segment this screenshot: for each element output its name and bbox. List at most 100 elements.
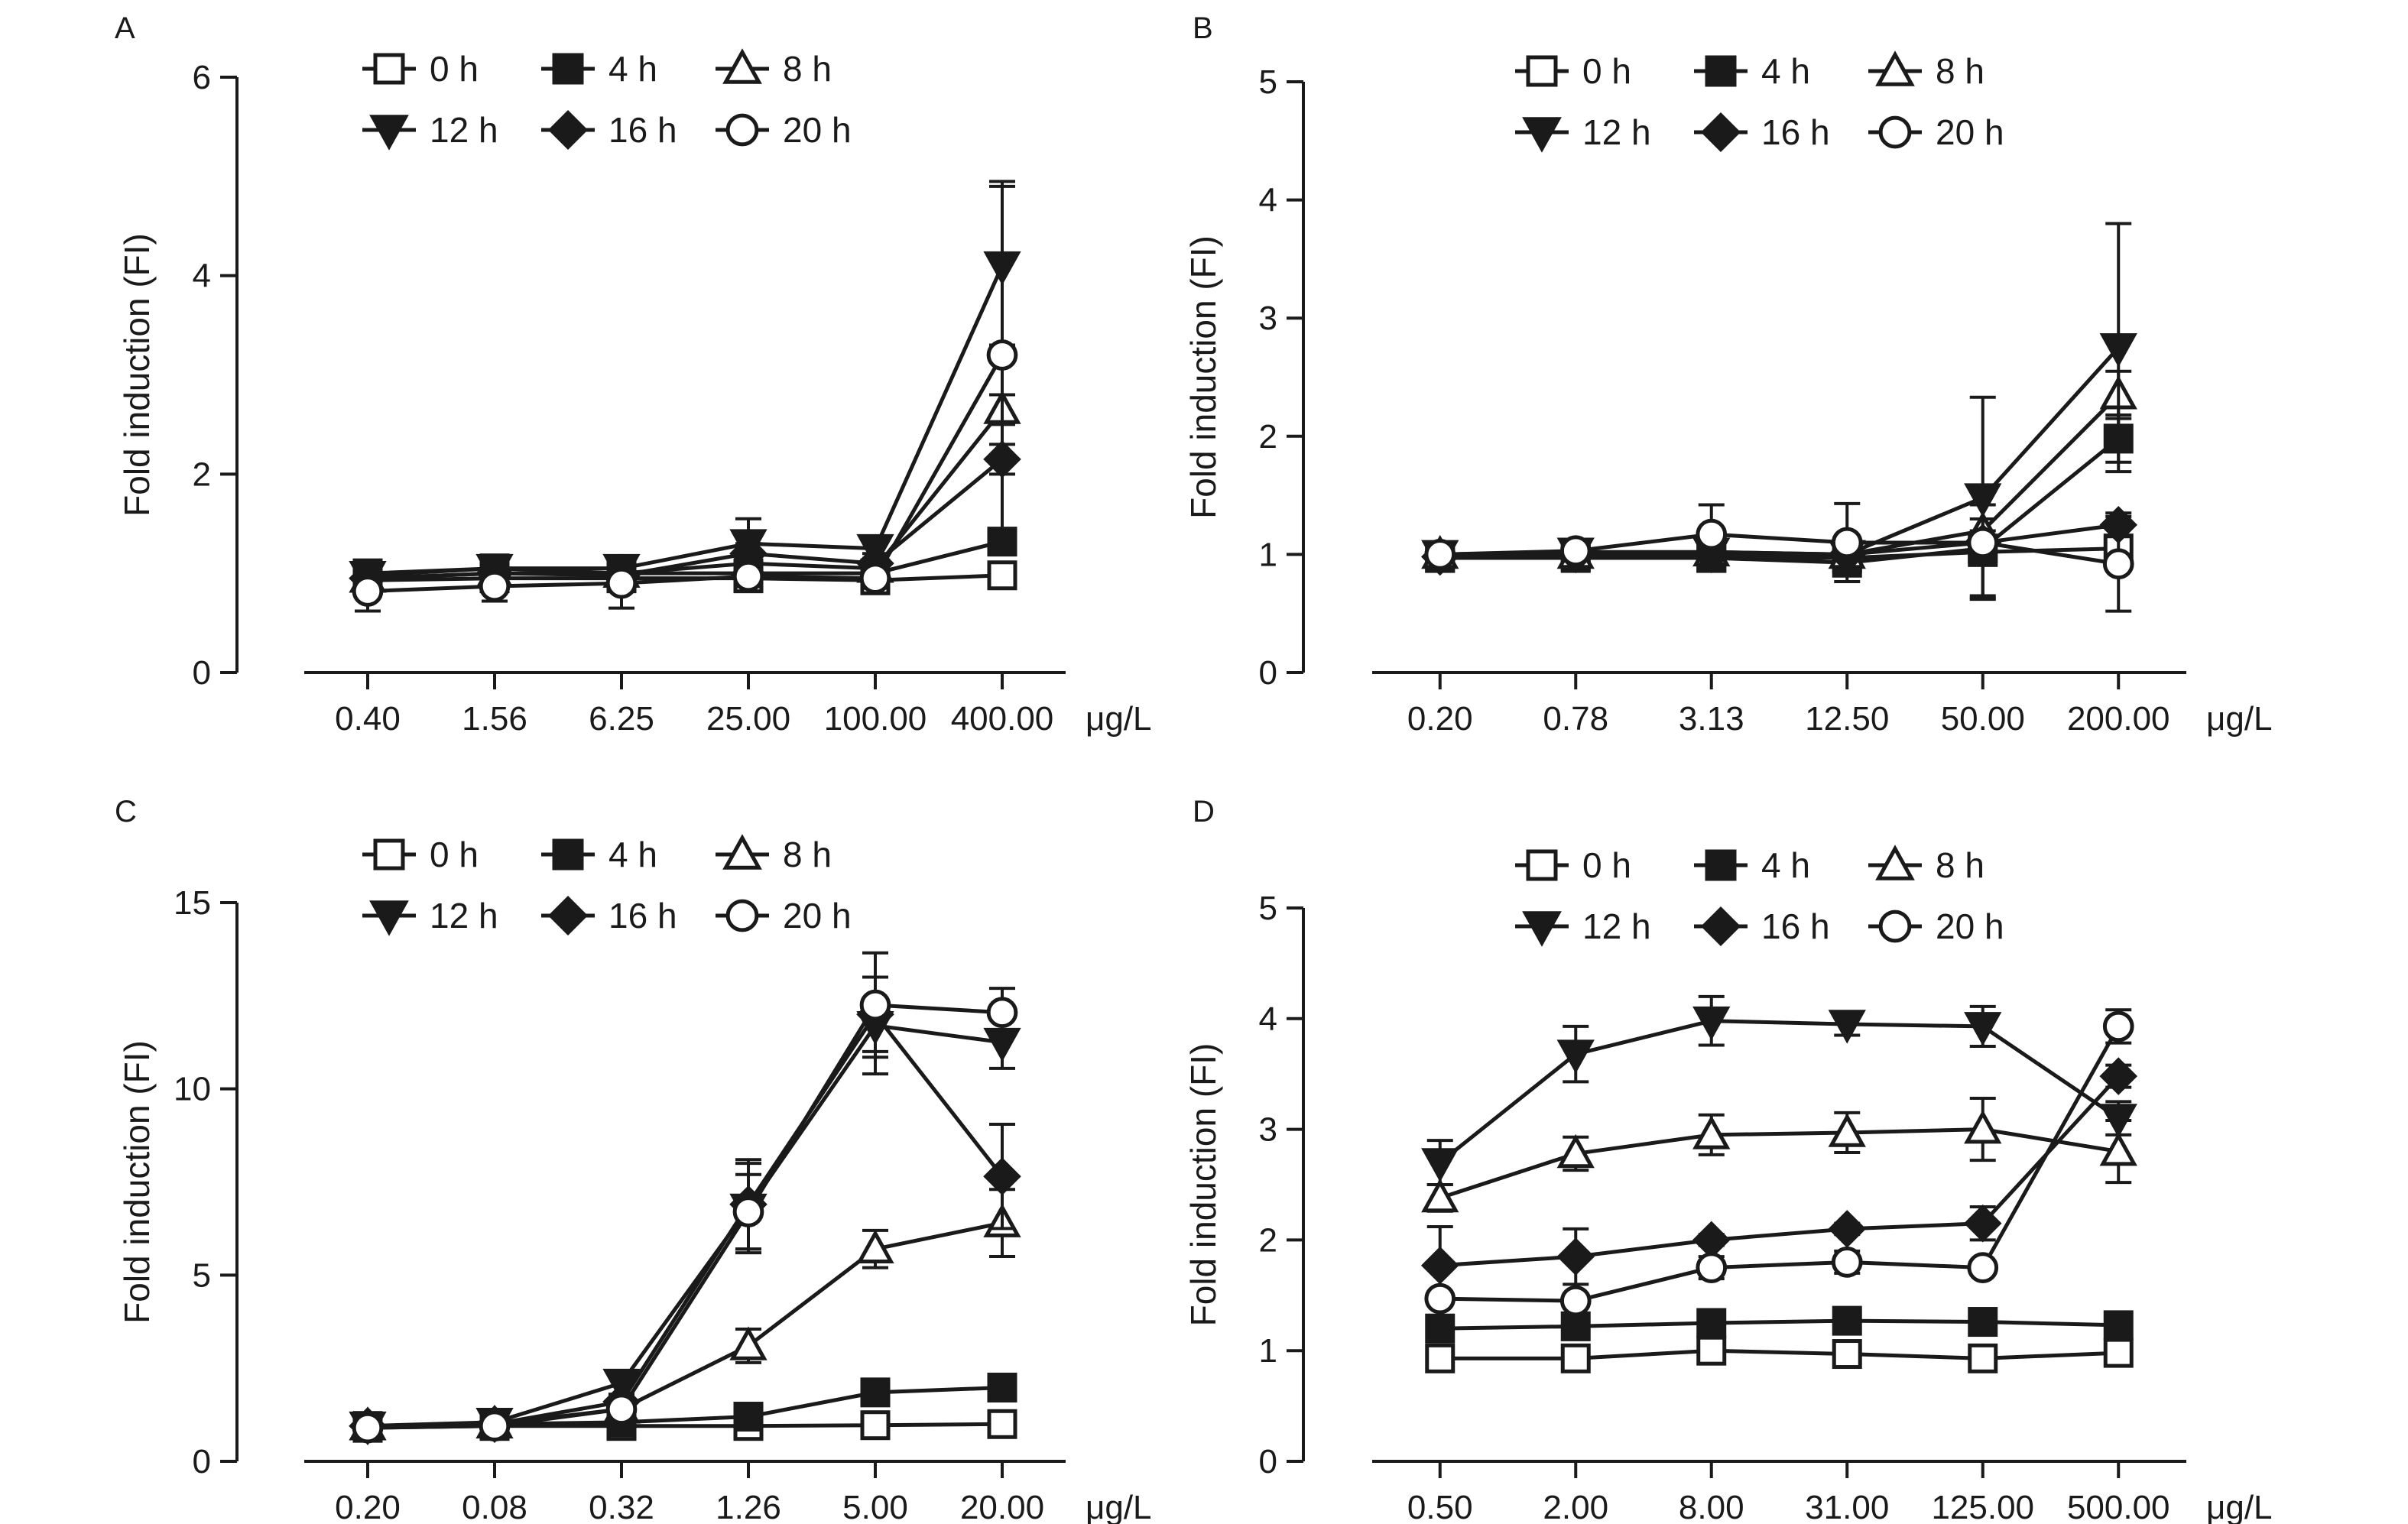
- data-point: [1968, 1307, 1998, 1338]
- series-line: [367, 1386, 1003, 1428]
- y-tick-label: 2: [1259, 418, 1277, 456]
- legend-item: 4 h: [541, 835, 657, 874]
- data-point: [1421, 1178, 1459, 1213]
- x-tick-label: 100.00: [824, 700, 927, 738]
- legend-marker: [369, 900, 409, 936]
- legend-item: 16 h: [541, 109, 677, 151]
- legend-label: 8 h: [1936, 845, 1984, 885]
- series-8h: [1421, 1097, 2137, 1213]
- legend-item: 20 h: [716, 110, 852, 150]
- x-tick-label: 400.00: [951, 700, 1054, 738]
- data-point: [1559, 1285, 1592, 1317]
- chart-panel-c: C 0 5 10 15 Fold induction (FI) 0.20 0.08 0.32 1.…: [115, 795, 1152, 1524]
- series-12h: [349, 975, 1021, 1446]
- series-12h: [1421, 222, 2137, 600]
- legend-marker: [373, 838, 405, 871]
- series-line: [1439, 393, 2121, 556]
- legend-marker: [1705, 849, 1737, 881]
- legend-item: 8 h: [716, 48, 832, 89]
- series-line: [367, 457, 1004, 581]
- data-point: [479, 1410, 511, 1442]
- legend-item: 16 h: [1694, 112, 1830, 153]
- chart-panel-a: A 0 2 4 6 Fold induction (FI) 0.40 1.56 6.25 25.0…: [115, 11, 1152, 738]
- legend-item: 20 h: [1868, 112, 2004, 152]
- series-20h: [1424, 1008, 2134, 1317]
- data-point: [1560, 1343, 1591, 1373]
- legend-marker: [1878, 910, 1912, 943]
- data-point: [2099, 1057, 2138, 1095]
- series-line: [367, 354, 1004, 594]
- x-tick-label: 12.50: [1805, 700, 1889, 738]
- legend-label: 16 h: [1761, 906, 1830, 946]
- legend-marker: [1526, 849, 1558, 881]
- legend-marker: [722, 834, 762, 870]
- series-line: [1439, 1019, 2120, 1164]
- legend-label: 4 h: [1761, 51, 1810, 91]
- x-tick-label: 25.00: [706, 700, 790, 738]
- data-point: [1424, 1282, 1456, 1315]
- series-12h: [1421, 994, 2137, 1186]
- legend-marker: [1522, 117, 1562, 153]
- x-tick-label: 1.26: [716, 1489, 781, 1524]
- data-point: [2099, 1132, 2137, 1166]
- data-point: [1964, 1012, 2002, 1046]
- y-tick-label: 5: [1259, 890, 1277, 927]
- data-point: [2099, 1104, 2137, 1138]
- data-point: [479, 570, 511, 602]
- chart-panel-b: B 0 1 2 3 4 5 Fold induction (FI) 0.20 0.78 3.13 12…: [1183, 11, 2273, 738]
- legend-label: 12 h: [430, 110, 498, 150]
- series-line: [367, 1023, 1003, 1428]
- data-point: [1831, 1247, 1863, 1278]
- legend-label: 8 h: [1936, 51, 1984, 91]
- legend-item: 0 h: [1515, 51, 1631, 91]
- x-tick-label: 0.20: [1407, 700, 1473, 738]
- y-tick-label: 6: [193, 59, 211, 96]
- legend-marker: [1875, 845, 1915, 880]
- data-point: [1696, 1252, 1728, 1283]
- legend-label: 0 h: [1582, 845, 1631, 885]
- legend-item: 12 h: [1515, 906, 1651, 947]
- series-line: [1439, 1025, 2121, 1303]
- legend-label: 0 h: [430, 835, 479, 874]
- data-point: [1963, 1204, 2002, 1243]
- y-tick-label: 0: [1259, 1443, 1277, 1480]
- x-tick-label: 5.00: [842, 1489, 908, 1524]
- legend-label: 4 h: [608, 49, 657, 89]
- data-point: [987, 1373, 1017, 1403]
- legend-marker: [1522, 911, 1562, 947]
- data-point: [1696, 1308, 1727, 1338]
- legend-item: 8 h: [716, 834, 832, 874]
- x-tick-label: 200.00: [2067, 700, 2170, 738]
- data-point: [987, 560, 1017, 591]
- data-point: [1556, 1133, 1595, 1169]
- legend-marker: [552, 53, 584, 85]
- data-point: [1968, 1343, 1998, 1373]
- legend-item: 4 h: [1694, 51, 1810, 91]
- legend: 0 h 4 h 8 h 12 h 16 h 20 h: [1515, 845, 2004, 947]
- data-point: [2103, 1338, 2134, 1368]
- x-tick-label: 50.00: [1941, 700, 2025, 738]
- legend-label: 8 h: [783, 835, 832, 874]
- series-4h: [352, 1373, 1017, 1441]
- legend-item: 12 h: [362, 896, 498, 936]
- series-line: [1439, 1127, 2119, 1200]
- data-point: [729, 1326, 768, 1360]
- data-point: [1559, 535, 1592, 567]
- legend-marker: [725, 899, 759, 932]
- series-line: [1439, 1075, 2121, 1268]
- series-line: [1439, 1348, 2119, 1360]
- series-16h: [1420, 1057, 2138, 1306]
- x-tick-label: 500.00: [2067, 1489, 2170, 1524]
- y-tick-label: 4: [1259, 1000, 1277, 1038]
- y-tick-label: 3: [1259, 300, 1277, 337]
- legend: 0 h 4 h 8 h 12 h 16 h 20 h: [1515, 50, 2004, 153]
- data-point: [1425, 1343, 1456, 1373]
- data-point: [1831, 527, 1863, 559]
- data-point: [2102, 1010, 2134, 1042]
- legend-label: 8 h: [783, 49, 832, 89]
- legend-item: 0 h: [362, 835, 479, 874]
- data-point: [1420, 1246, 1459, 1285]
- x-tick-label: 0.32: [589, 1489, 654, 1524]
- x-tick-label: 0.50: [1407, 1489, 1473, 1524]
